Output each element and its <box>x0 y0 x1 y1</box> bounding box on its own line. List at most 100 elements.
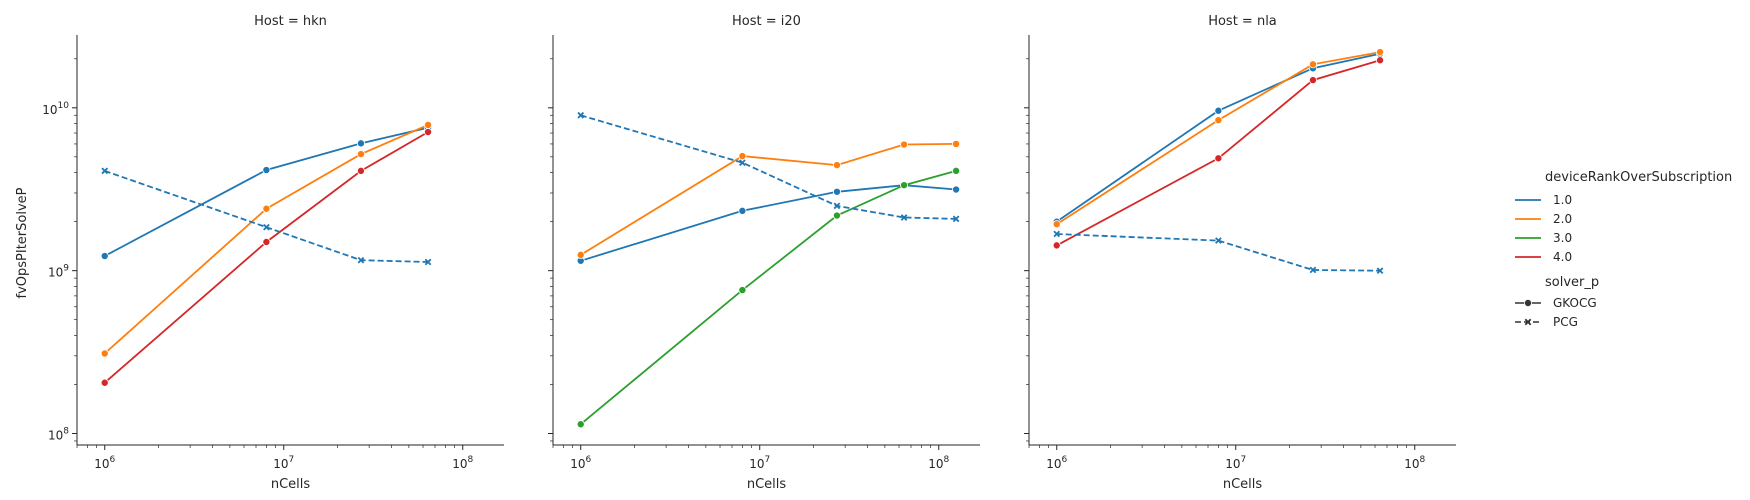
data-point <box>1376 48 1385 57</box>
data-point <box>1376 267 1384 274</box>
series-line <box>104 124 429 355</box>
legend-hue-title: deviceRankOverSubscription <box>1545 170 1732 185</box>
data-point <box>832 187 841 196</box>
legend-style-items: GKOCG PCG <box>1515 296 1597 329</box>
x-tick-label: 106 <box>570 455 591 471</box>
data-point <box>576 420 585 429</box>
data-point <box>262 166 271 175</box>
data-point <box>424 128 433 137</box>
series-line <box>1056 59 1381 247</box>
data-point <box>832 161 841 170</box>
x-tick-label: 107 <box>273 455 294 471</box>
series-line <box>1056 51 1381 225</box>
x-axis-label: nCells <box>1223 477 1263 492</box>
panel-title: Host = i20 <box>732 14 801 29</box>
series-gkocg-1-0 <box>1052 49 1385 226</box>
data-point <box>952 185 961 194</box>
data-point <box>952 215 960 223</box>
series-line <box>104 126 429 257</box>
x-tick-label: 107 <box>749 455 770 471</box>
data-point <box>739 159 746 167</box>
data-point <box>424 120 433 129</box>
series-gkocg-2-0 <box>100 120 433 358</box>
panel-title: Host = nla <box>1208 14 1277 29</box>
series-gkocg-2-0 <box>1052 48 1385 229</box>
data-point <box>738 286 747 295</box>
legend-hue-item: 3.0 <box>1515 231 1572 245</box>
data-point <box>738 152 747 161</box>
legend-label: 1.0 <box>1553 193 1572 207</box>
panel-title: Host = hkn <box>254 14 327 29</box>
y-axis-label: fvOpsPIterSolveP <box>15 187 30 298</box>
data-point <box>356 139 365 148</box>
series-gkocg-4-0 <box>100 128 433 387</box>
series-line <box>580 143 957 256</box>
series-line <box>104 170 429 263</box>
data-point <box>900 181 909 190</box>
legend-hue-items: 1.0 2.0 3.0 4.0 <box>1515 193 1572 264</box>
series-line <box>1056 52 1381 223</box>
data-point <box>100 252 109 261</box>
legend-style-title: solver_p <box>1545 275 1599 290</box>
legend: deviceRankOverSubscription 1.02.03.04.0 … <box>1515 170 1732 329</box>
legend-hue-item: 4.0 <box>1515 250 1572 264</box>
data-point <box>356 150 365 159</box>
legend-marker <box>1524 298 1533 307</box>
data-point <box>1052 241 1061 250</box>
data-point <box>1214 154 1223 163</box>
panel-2: Host = i20 nCells 106 107 108 <box>548 14 980 492</box>
series-pcg-1-0 <box>101 167 432 266</box>
data-point <box>576 250 585 259</box>
data-point <box>1215 237 1222 244</box>
data-point <box>1214 116 1223 125</box>
series-gkocg-2-0 <box>576 139 961 259</box>
series-line <box>1056 233 1381 272</box>
series-line <box>580 170 957 425</box>
x-axis-label: nCells <box>747 477 787 492</box>
data-point <box>357 256 365 264</box>
x-axis-label: nCells <box>271 477 311 492</box>
series-line <box>104 131 429 384</box>
data-point <box>424 258 432 266</box>
data-point <box>833 202 841 210</box>
data-point <box>101 167 109 175</box>
legend-hue-item: 2.0 <box>1515 212 1572 226</box>
data-point <box>1309 266 1317 274</box>
data-point <box>952 166 961 175</box>
data-point <box>1308 76 1317 85</box>
data-point <box>100 378 109 387</box>
data-point <box>952 139 961 148</box>
data-point <box>738 206 747 215</box>
series-pcg-1-0 <box>1053 230 1384 274</box>
legend-label: 4.0 <box>1553 250 1572 264</box>
series-pcg-1-0 <box>577 111 960 223</box>
series-gkocg-3-0 <box>576 166 961 429</box>
data-point <box>1376 56 1385 65</box>
data-point <box>263 223 270 231</box>
series-line <box>580 114 957 220</box>
data-point <box>100 349 109 358</box>
legend-label: PCG <box>1553 315 1578 329</box>
y-tick-label: 1010 <box>42 101 69 117</box>
x-tick-label: 106 <box>1046 455 1067 471</box>
panel-3: Host = nla nCells 106 107 108 <box>1024 14 1456 492</box>
legend-hue-item: 1.0 <box>1515 193 1572 207</box>
data-point <box>262 204 271 213</box>
data-point <box>900 140 909 149</box>
x-tick-label: 106 <box>94 455 115 471</box>
data-point <box>262 237 271 246</box>
data-point <box>1052 220 1061 229</box>
x-tick-label: 108 <box>1404 455 1425 471</box>
x-tick-label: 108 <box>928 455 949 471</box>
panel-1: Host = hkn nCells 106 107 108 108 109 1010 <box>42 14 504 492</box>
legend-style-item: PCG <box>1515 315 1578 329</box>
legend-marker <box>1524 318 1532 326</box>
legend-label: 3.0 <box>1553 231 1572 245</box>
data-point <box>1308 60 1317 69</box>
series-gkocg-4-0 <box>1052 56 1385 250</box>
data-point <box>1053 230 1061 238</box>
legend-style-item: GKOCG <box>1515 296 1597 310</box>
data-point <box>900 214 908 221</box>
